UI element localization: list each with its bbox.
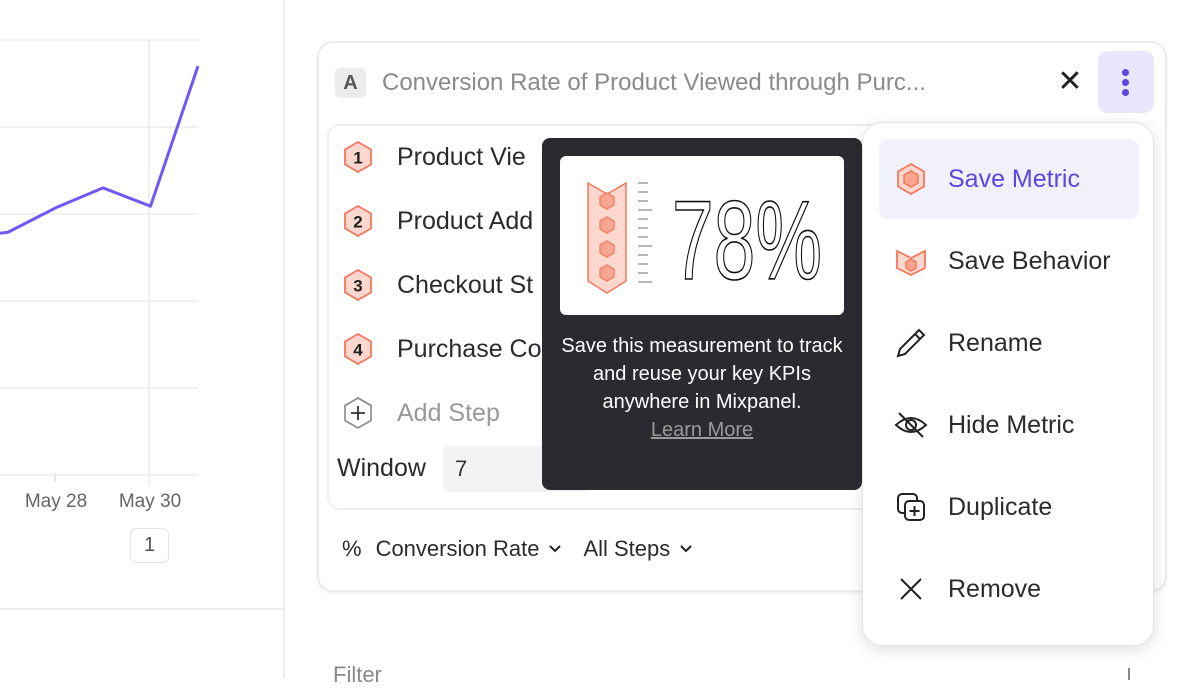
filter-add-icon[interactable] bbox=[1128, 668, 1130, 680]
close-icon bbox=[900, 578, 922, 600]
percent-icon: % bbox=[342, 536, 362, 561]
pencil-icon bbox=[896, 328, 926, 358]
svg-text:1: 1 bbox=[353, 149, 362, 168]
add-step-label: Add Step bbox=[397, 398, 500, 427]
tooltip-text: Save this measurement to track and reuse… bbox=[561, 335, 843, 413]
line-chart: May 28 May 30 bbox=[0, 39, 200, 512]
add-hexagon-icon bbox=[344, 397, 372, 429]
learn-more-link[interactable]: Learn More bbox=[650, 419, 754, 441]
step-label: Product Add bbox=[397, 206, 534, 235]
funnel-step[interactable]: 4 Purchase Co bbox=[340, 332, 542, 366]
svg-text:4: 4 bbox=[353, 341, 363, 360]
menu-item-remove[interactable]: Remove bbox=[879, 549, 1139, 629]
metric-letter-badge: A bbox=[335, 68, 366, 98]
divider bbox=[0, 608, 283, 610]
more-options-button[interactable] bbox=[1098, 51, 1154, 113]
add-step-button[interactable]: Add Step bbox=[340, 396, 500, 430]
x-tick-label: May 28 bbox=[25, 491, 87, 512]
step-label: Product Vie bbox=[397, 142, 526, 171]
steps-dropdown[interactable]: All Steps bbox=[583, 536, 671, 561]
chevron-down-icon[interactable] bbox=[549, 545, 562, 553]
menu-item-save-metric[interactable]: Save Metric bbox=[879, 139, 1139, 219]
step-number-icon: 4 bbox=[344, 332, 372, 366]
menu-item-label: Remove bbox=[948, 574, 1042, 603]
panel-divider[interactable] bbox=[283, 0, 285, 678]
hexagon-icon bbox=[897, 162, 925, 196]
chevron-down-icon[interactable] bbox=[680, 545, 692, 553]
step-label: Checkout St bbox=[397, 270, 534, 299]
tooltip-illustration: 78% bbox=[560, 156, 844, 315]
metric-illustration-icon: 78% bbox=[587, 177, 823, 304]
chart-annotation-badge[interactable]: 1 bbox=[130, 528, 169, 563]
metric-title[interactable]: Conversion Rate of Product Viewed throug… bbox=[382, 69, 926, 96]
illustration-value: 78% bbox=[672, 178, 822, 303]
metric-options-menu: Save Metric Save Behavior Rename Hide Me… bbox=[862, 122, 1154, 646]
eye-off-icon bbox=[894, 412, 928, 438]
step-number-icon: 3 bbox=[344, 268, 372, 302]
menu-item-label: Save Behavior bbox=[948, 246, 1111, 275]
step-label: Purchase Co bbox=[397, 334, 542, 363]
svg-text:3: 3 bbox=[353, 277, 362, 296]
save-metric-tooltip: 78% Save this measurement to track and r… bbox=[542, 138, 874, 490]
svg-text:2: 2 bbox=[353, 213, 362, 232]
funnel-step[interactable]: 1 Product Vie bbox=[340, 140, 526, 174]
menu-item-label: Hide Metric bbox=[948, 410, 1075, 439]
measure-dropdown[interactable]: Conversion Rate bbox=[375, 536, 540, 561]
x-tick-label: May 30 bbox=[119, 491, 181, 512]
menu-item-hide-metric[interactable]: Hide Metric bbox=[879, 385, 1139, 465]
funnel-step[interactable]: 2 Product Add bbox=[340, 204, 533, 238]
funnel-step[interactable]: 3 Checkout St bbox=[340, 268, 533, 302]
step-number-icon: 2 bbox=[344, 204, 372, 238]
window-label: Window bbox=[337, 454, 426, 482]
close-icon[interactable]: ✕ bbox=[1057, 65, 1083, 98]
metric-card bbox=[317, 41, 1167, 592]
series-line bbox=[0, 65, 200, 235]
menu-item-label: Save Metric bbox=[948, 164, 1080, 193]
step-number-icon: 1 bbox=[344, 140, 372, 174]
menu-item-duplicate[interactable]: Duplicate bbox=[879, 467, 1139, 547]
duplicate-icon bbox=[897, 493, 925, 521]
menu-item-label: Duplicate bbox=[948, 492, 1053, 521]
filter-section-label: Filter bbox=[333, 662, 382, 687]
menu-item-save-behavior[interactable]: Save Behavior bbox=[879, 221, 1139, 301]
menu-item-rename[interactable]: Rename bbox=[879, 303, 1139, 383]
menu-item-label: Rename bbox=[948, 328, 1043, 357]
behavior-icon bbox=[896, 249, 926, 277]
